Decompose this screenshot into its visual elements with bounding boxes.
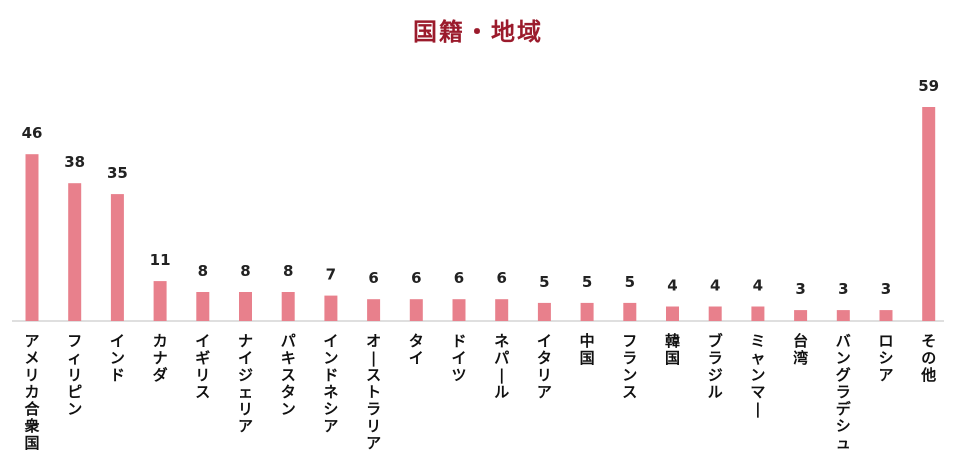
- category-label: 台湾: [793, 332, 808, 367]
- value-label: 5: [582, 273, 592, 291]
- value-label: 8: [283, 262, 293, 280]
- bar: [68, 183, 82, 321]
- category-label: カナダ: [153, 332, 168, 384]
- category-label: 韓国: [665, 332, 680, 367]
- value-label: 35: [107, 164, 128, 182]
- chart-title: 国籍・地域: [413, 18, 543, 46]
- value-label: 59: [918, 77, 939, 95]
- category-label: ドイツ: [451, 332, 466, 384]
- category-label: ロシア: [878, 332, 893, 384]
- value-label: 46: [22, 124, 43, 142]
- bar: [367, 299, 381, 321]
- bar: [239, 292, 252, 321]
- category-label: フランス: [622, 332, 637, 401]
- bar: [324, 295, 338, 321]
- bar: [666, 306, 679, 321]
- value-label: 5: [625, 273, 635, 291]
- value-label: 8: [198, 262, 208, 280]
- bar: [537, 302, 551, 321]
- category-label: インド: [110, 332, 125, 384]
- bar: [281, 292, 295, 321]
- category-label: オ|ストラリア: [366, 332, 381, 452]
- value-label: 3: [838, 280, 848, 298]
- bar: [153, 281, 167, 321]
- bar: [110, 194, 124, 321]
- bar: [836, 310, 850, 321]
- bar: [623, 302, 637, 321]
- value-label: 6: [496, 269, 506, 287]
- bar: [495, 299, 509, 321]
- category-label: イタリア: [537, 332, 552, 401]
- value-label: 3: [795, 280, 805, 298]
- category-label: ミャンマ|: [750, 332, 765, 419]
- category-label: バングラデシュ: [836, 332, 852, 452]
- category-label: ブラジル: [708, 332, 723, 401]
- bar: [409, 299, 423, 321]
- value-label: 4: [710, 277, 720, 295]
- bar: [580, 302, 594, 321]
- value-label: 38: [64, 153, 85, 171]
- category-label: アメリカ合衆国: [23, 332, 40, 452]
- value-label: 5: [539, 273, 549, 291]
- category-label: その他: [920, 332, 936, 384]
- bar: [452, 299, 466, 321]
- value-label: 8: [240, 262, 250, 280]
- bar: [196, 292, 210, 321]
- bar: [751, 306, 765, 321]
- bar: [879, 310, 893, 321]
- category-label: 中国: [580, 332, 595, 367]
- value-label: 4: [667, 277, 677, 295]
- bar: [25, 154, 39, 321]
- value-label: 6: [454, 269, 464, 287]
- value-label: 3: [881, 280, 891, 298]
- value-label: 6: [411, 269, 421, 287]
- value-label: 7: [326, 266, 336, 284]
- bar: [794, 310, 808, 321]
- category-label: インドネシア: [323, 332, 338, 435]
- category-label: ネパ|ル: [494, 332, 509, 401]
- value-label: 4: [753, 277, 763, 295]
- category-label: ナイジェリア: [238, 332, 253, 435]
- category-label: フィリピン: [67, 332, 82, 418]
- bar: [708, 306, 722, 321]
- category-label: タイ: [409, 332, 424, 367]
- value-label: 11: [150, 251, 171, 269]
- category-label: イギリス: [195, 332, 210, 401]
- category-label: パキスタン: [281, 332, 296, 418]
- value-label: 6: [368, 269, 378, 287]
- bar: [922, 107, 936, 321]
